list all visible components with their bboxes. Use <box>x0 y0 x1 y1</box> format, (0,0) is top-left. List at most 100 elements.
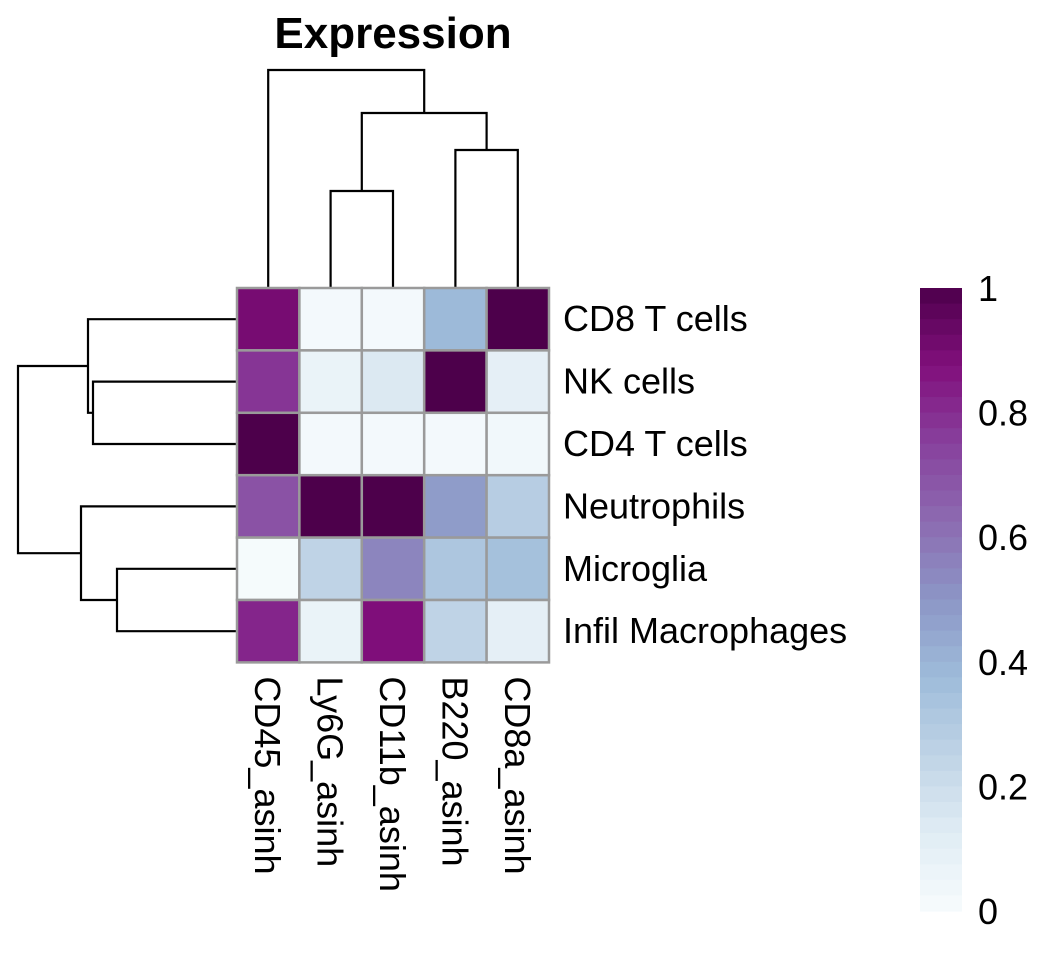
row-label: Neutrophils <box>563 485 745 526</box>
legend-swatch <box>920 755 962 772</box>
heatmap-cell <box>485 536 551 602</box>
heatmap-cell <box>360 286 426 352</box>
legend-swatch <box>920 739 962 756</box>
row-label: CD8 T cells <box>563 298 748 339</box>
column-labels: CD45_asinh Ly6G_asinh CD11b_asinh B220_asin… <box>247 676 538 891</box>
legend-swatch <box>920 692 962 710</box>
heatmap-cell <box>485 349 551 415</box>
legend-swatch <box>920 303 962 320</box>
heatmap-cell <box>422 286 488 352</box>
legend-swatch <box>920 895 962 912</box>
heatmap-cell <box>235 598 301 664</box>
legend-swatch <box>920 879 962 897</box>
dendrogram-branch <box>360 111 488 191</box>
heatmap-cell <box>360 349 426 415</box>
heatmap-cell <box>298 411 364 477</box>
legend-swatch <box>920 490 962 507</box>
legend-tick-label: 0.4 <box>978 642 1028 683</box>
legend-swatch <box>920 848 962 865</box>
row-label: CD4 T cells <box>563 423 748 464</box>
row-label: Microglia <box>563 548 708 589</box>
heatmap-cell <box>485 598 551 664</box>
legend-swatch <box>920 412 962 429</box>
column-label: B220_asinh <box>434 676 475 866</box>
heatmap-cell <box>298 473 364 539</box>
heatmap-cell <box>360 536 426 602</box>
heatmap-cell <box>235 473 301 539</box>
legend-swatch <box>920 615 962 632</box>
row-label: NK cells <box>563 361 695 402</box>
dendrogram-branch <box>91 380 237 446</box>
heatmap-cells <box>235 286 551 664</box>
heatmap-cell <box>360 473 426 539</box>
heatmap-cell <box>422 349 488 415</box>
heatmap-cell <box>485 411 551 477</box>
legend-swatch <box>920 459 962 476</box>
legend-tick-label: 1 <box>978 268 998 309</box>
legend-swatch <box>920 319 962 336</box>
legend-swatch <box>920 506 962 523</box>
legend-swatch <box>920 552 962 569</box>
legend-swatch <box>920 334 962 351</box>
legend-swatch <box>920 708 962 725</box>
dendrogram-branch <box>16 364 88 555</box>
dendrogram-branch <box>454 148 519 288</box>
legend-swatch <box>920 599 962 616</box>
legend-swatch <box>920 443 962 460</box>
heatmap-cell <box>485 286 551 352</box>
heatmap-cell <box>422 536 488 602</box>
heatmap-cell <box>298 536 364 602</box>
chart-title: Expression <box>274 9 511 58</box>
column-dendrogram <box>267 68 519 288</box>
heatmap-cell <box>298 286 364 352</box>
heatmap-cell <box>422 411 488 477</box>
heatmap-cell <box>235 286 301 352</box>
row-labels: CD8 T cells NK cells CD4 T cells Neutrophil… <box>563 298 847 651</box>
legend-swatch <box>920 288 962 305</box>
legend-swatch <box>920 365 962 383</box>
heatmap-cell <box>422 473 488 539</box>
legend-swatch <box>920 833 962 850</box>
legend-swatch <box>920 568 962 585</box>
column-label: Ly6G_asinh <box>310 676 351 867</box>
heatmap-cell <box>235 349 301 415</box>
row-dendrogram <box>16 318 237 633</box>
legend-swatch <box>920 661 962 678</box>
legend-swatch <box>920 583 962 601</box>
dendrogram-branch <box>115 567 237 633</box>
legend-swatch <box>920 786 962 803</box>
legend-tick-label: 0.8 <box>978 393 1028 434</box>
legend-swatch <box>920 474 962 492</box>
heatmap-cell <box>485 473 551 539</box>
dendrogram-branch <box>329 189 395 288</box>
column-label: CD45_asinh <box>247 676 288 874</box>
legend-swatch <box>920 630 962 647</box>
heatmap-cell <box>235 536 301 602</box>
column-label: CD11b_asinh <box>372 676 413 891</box>
legend-swatch <box>920 864 962 881</box>
legend-swatch <box>920 350 962 367</box>
legend-swatch <box>920 646 962 663</box>
legend-swatch <box>920 381 962 398</box>
legend-swatch <box>920 428 962 445</box>
legend-swatch <box>920 537 962 554</box>
heatmap-cell <box>360 411 426 477</box>
legend-swatch <box>920 724 962 741</box>
legend-swatch <box>920 770 962 787</box>
dendrogram-branch <box>79 505 237 602</box>
legend-tick-label: 0 <box>978 891 998 932</box>
column-label: CD8a_asinh <box>497 676 538 874</box>
heatmap-cell <box>235 411 301 477</box>
legend-swatch <box>920 397 962 414</box>
heatmap-cell <box>360 598 426 664</box>
legend-tick-label: 0.6 <box>978 517 1028 558</box>
legend-swatch <box>920 801 962 819</box>
legend-swatch <box>920 521 962 538</box>
heatmap-cell <box>422 598 488 664</box>
legend-tick-label: 0.2 <box>978 766 1028 807</box>
heatmap-cell <box>298 598 364 664</box>
dendrogram-branch <box>267 68 426 288</box>
legend-swatch <box>920 677 962 694</box>
dendrogram-branch <box>86 318 237 414</box>
